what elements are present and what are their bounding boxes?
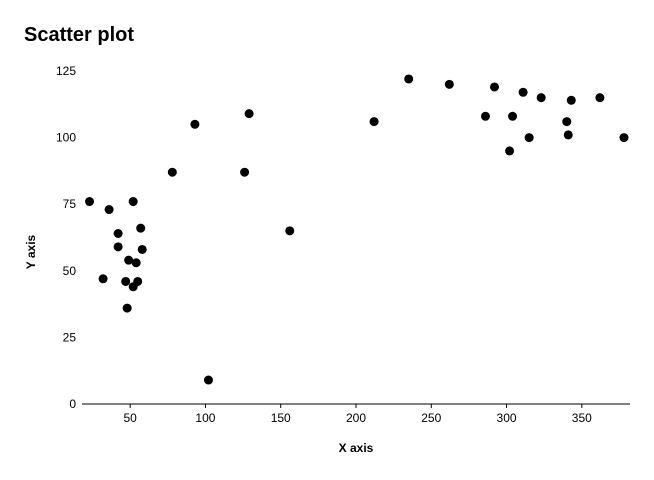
data-point — [524, 133, 534, 143]
y-axis-label: Y axis — [24, 234, 38, 270]
y-tick-label: 100 — [56, 131, 76, 145]
data-point — [369, 117, 379, 127]
data-point — [505, 146, 515, 156]
x-tick-label: 50 — [123, 411, 137, 425]
data-point — [137, 244, 147, 254]
y-tick-label: 25 — [63, 330, 77, 344]
y-tick-label: 50 — [63, 264, 77, 278]
data-point — [563, 130, 573, 140]
data-point — [480, 111, 490, 121]
data-point — [244, 109, 254, 119]
y-tick-label: 0 — [69, 397, 76, 411]
data-point — [124, 255, 134, 265]
data-point — [203, 375, 213, 385]
data-point — [190, 119, 200, 129]
data-point — [285, 226, 295, 236]
x-axis-ticks: 50 100 150 200 250 300 350 — [123, 404, 592, 425]
data-point — [508, 111, 518, 121]
data-point — [85, 197, 95, 207]
y-axis-ticks: 0 25 50 75 100 125 — [56, 64, 76, 411]
data-point — [133, 276, 143, 286]
data-point — [562, 117, 572, 127]
data-point — [128, 197, 138, 207]
x-tick-label: 150 — [271, 411, 291, 425]
data-point — [104, 205, 114, 215]
chart-title: Scatter plot — [24, 24, 135, 46]
x-tick-label: 100 — [195, 411, 215, 425]
data-point — [619, 133, 629, 143]
y-tick-label: 75 — [63, 197, 77, 211]
data-point — [131, 258, 141, 268]
data-point — [404, 74, 414, 84]
data-point — [121, 276, 131, 286]
data-point — [566, 95, 576, 105]
data-point — [240, 167, 250, 177]
data-point — [518, 87, 528, 97]
x-tick-label: 250 — [421, 411, 441, 425]
data-point — [167, 167, 177, 177]
data-point — [536, 93, 546, 103]
x-tick-label: 300 — [497, 411, 517, 425]
data-point — [113, 242, 123, 252]
data-points — [85, 74, 629, 385]
data-point — [136, 223, 146, 233]
x-tick-label: 350 — [572, 411, 592, 425]
data-point — [113, 229, 123, 239]
x-axis-label: X axis — [338, 441, 374, 455]
data-point — [595, 93, 605, 103]
data-point — [122, 303, 132, 313]
data-point — [490, 82, 500, 92]
data-point — [98, 274, 108, 284]
data-point — [444, 79, 454, 89]
y-tick-label: 125 — [56, 64, 76, 78]
x-tick-label: 200 — [346, 411, 366, 425]
